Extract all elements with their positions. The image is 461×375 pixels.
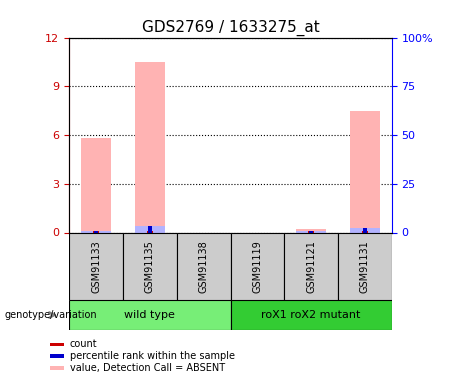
Title: GDS2769 / 1633275_at: GDS2769 / 1633275_at [142, 20, 319, 36]
Text: GSM91133: GSM91133 [91, 240, 101, 292]
Text: genotype/variation: genotype/variation [5, 310, 97, 320]
Bar [50, 343, 64, 346]
Bar [81, 138, 111, 232]
Bar [69, 232, 123, 300]
Bar [147, 231, 153, 232]
Bar [309, 231, 313, 232]
Bar [135, 226, 165, 232]
Bar [338, 232, 392, 300]
Bar [308, 231, 314, 232]
Text: wild type: wild type [124, 310, 175, 320]
Bar [177, 232, 230, 300]
Bar [350, 228, 380, 232]
Bar [93, 231, 99, 232]
Bar [69, 300, 230, 330]
Bar [296, 231, 326, 232]
Text: GSM91121: GSM91121 [306, 240, 316, 292]
Bar [350, 111, 380, 232]
Bar [363, 228, 367, 232]
Text: percentile rank within the sample: percentile rank within the sample [70, 351, 235, 361]
Bar [135, 62, 165, 232]
Text: GSM91138: GSM91138 [199, 240, 209, 292]
Text: count: count [70, 339, 97, 350]
Bar [123, 232, 177, 300]
Text: GSM91135: GSM91135 [145, 240, 155, 292]
Bar [284, 232, 338, 300]
Text: GSM91131: GSM91131 [360, 240, 370, 292]
Bar [362, 231, 368, 232]
Bar [296, 229, 326, 232]
Bar [94, 231, 98, 232]
Text: value, Detection Call = ABSENT: value, Detection Call = ABSENT [70, 363, 225, 373]
Bar [148, 226, 152, 232]
Bar [50, 366, 64, 369]
Text: GSM91119: GSM91119 [252, 240, 262, 292]
Bar [230, 232, 284, 300]
Bar [81, 231, 111, 232]
Bar [50, 354, 64, 358]
Text: roX1 roX2 mutant: roX1 roX2 mutant [261, 310, 361, 320]
Bar [230, 300, 392, 330]
